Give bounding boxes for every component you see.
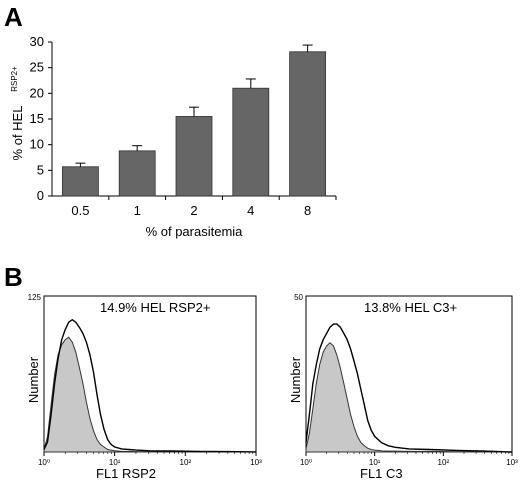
- x-tick-label: 10⁰: [38, 458, 50, 467]
- bar: [289, 51, 327, 197]
- x-axis-label: FL1 C3: [360, 466, 403, 481]
- control-histogram: [305, 342, 513, 453]
- y-axis-label: Number: [288, 356, 303, 403]
- bar: [175, 116, 213, 197]
- bar: [62, 166, 99, 197]
- x-axis-label: FL1 RSP2: [96, 466, 156, 481]
- x-tick-label: 4: [247, 203, 254, 218]
- x-tick-label: 0.5: [71, 203, 89, 218]
- x-tick-label: 10²: [180, 458, 192, 467]
- histogram-rsp2: 125 10⁰ 10¹ 10² 10³ 14.9% HEL RSP2+ FL1 RSP2 Nu…: [26, 293, 262, 481]
- y-axis-label: % of HEL: [10, 106, 25, 161]
- annotation: 13.8% HEL C3+: [364, 300, 457, 315]
- y-axis-label-group: Number: [288, 356, 303, 403]
- x-tick-label: 10³: [250, 458, 262, 467]
- annotation: 14.9% HEL RSP2+: [100, 300, 210, 315]
- x-tick-label: 10²: [438, 458, 450, 467]
- y-tick-label: 0: [37, 188, 44, 203]
- y-tick-label: 30: [30, 34, 44, 49]
- y-tick-label: 5: [37, 162, 44, 177]
- x-axis-label: % of parasitemia: [146, 224, 244, 239]
- stained-histogram: [43, 318, 257, 453]
- x-tick-label: 10³: [506, 458, 518, 467]
- y-tick-label: 15: [30, 111, 44, 126]
- panel-a-letter: A: [4, 2, 23, 32]
- y-tick-label: 10: [30, 137, 44, 152]
- x-tick-label: 10¹: [109, 458, 121, 467]
- histogram-c3: 50 10⁰ 10¹ 10² 10³ 13.8% HEL C3+ FL1 C3 Number: [288, 293, 518, 481]
- y-tick-label: 125: [28, 293, 42, 302]
- stained-histogram: [305, 323, 513, 453]
- x-tick-label: 2: [190, 203, 197, 218]
- x-tick-label: 1: [134, 203, 141, 218]
- bar-chart: 0 5 10 15 20 25 30 0.5 1 2 4 8 % of parasitemia % of …: [10, 34, 337, 239]
- y-axis-label-superscript: RSP2+: [10, 66, 19, 92]
- y-axis-label: Number: [26, 356, 41, 403]
- control-histogram: [43, 336, 257, 453]
- x-tick-label: 10⁰: [300, 458, 312, 467]
- y-axis-label-group: Number: [26, 356, 41, 403]
- y-tick-label: 50: [294, 293, 303, 302]
- y-tick-label: 20: [30, 85, 44, 100]
- x-tick-label: 10¹: [369, 458, 381, 467]
- bar: [232, 87, 270, 197]
- x-tick-label: 8: [304, 203, 311, 218]
- bar: [118, 150, 156, 197]
- y-axis-label-group: % of HEL RSP2+: [10, 66, 25, 161]
- panel-b-letter: B: [4, 262, 23, 292]
- y-tick-label: 25: [30, 60, 44, 75]
